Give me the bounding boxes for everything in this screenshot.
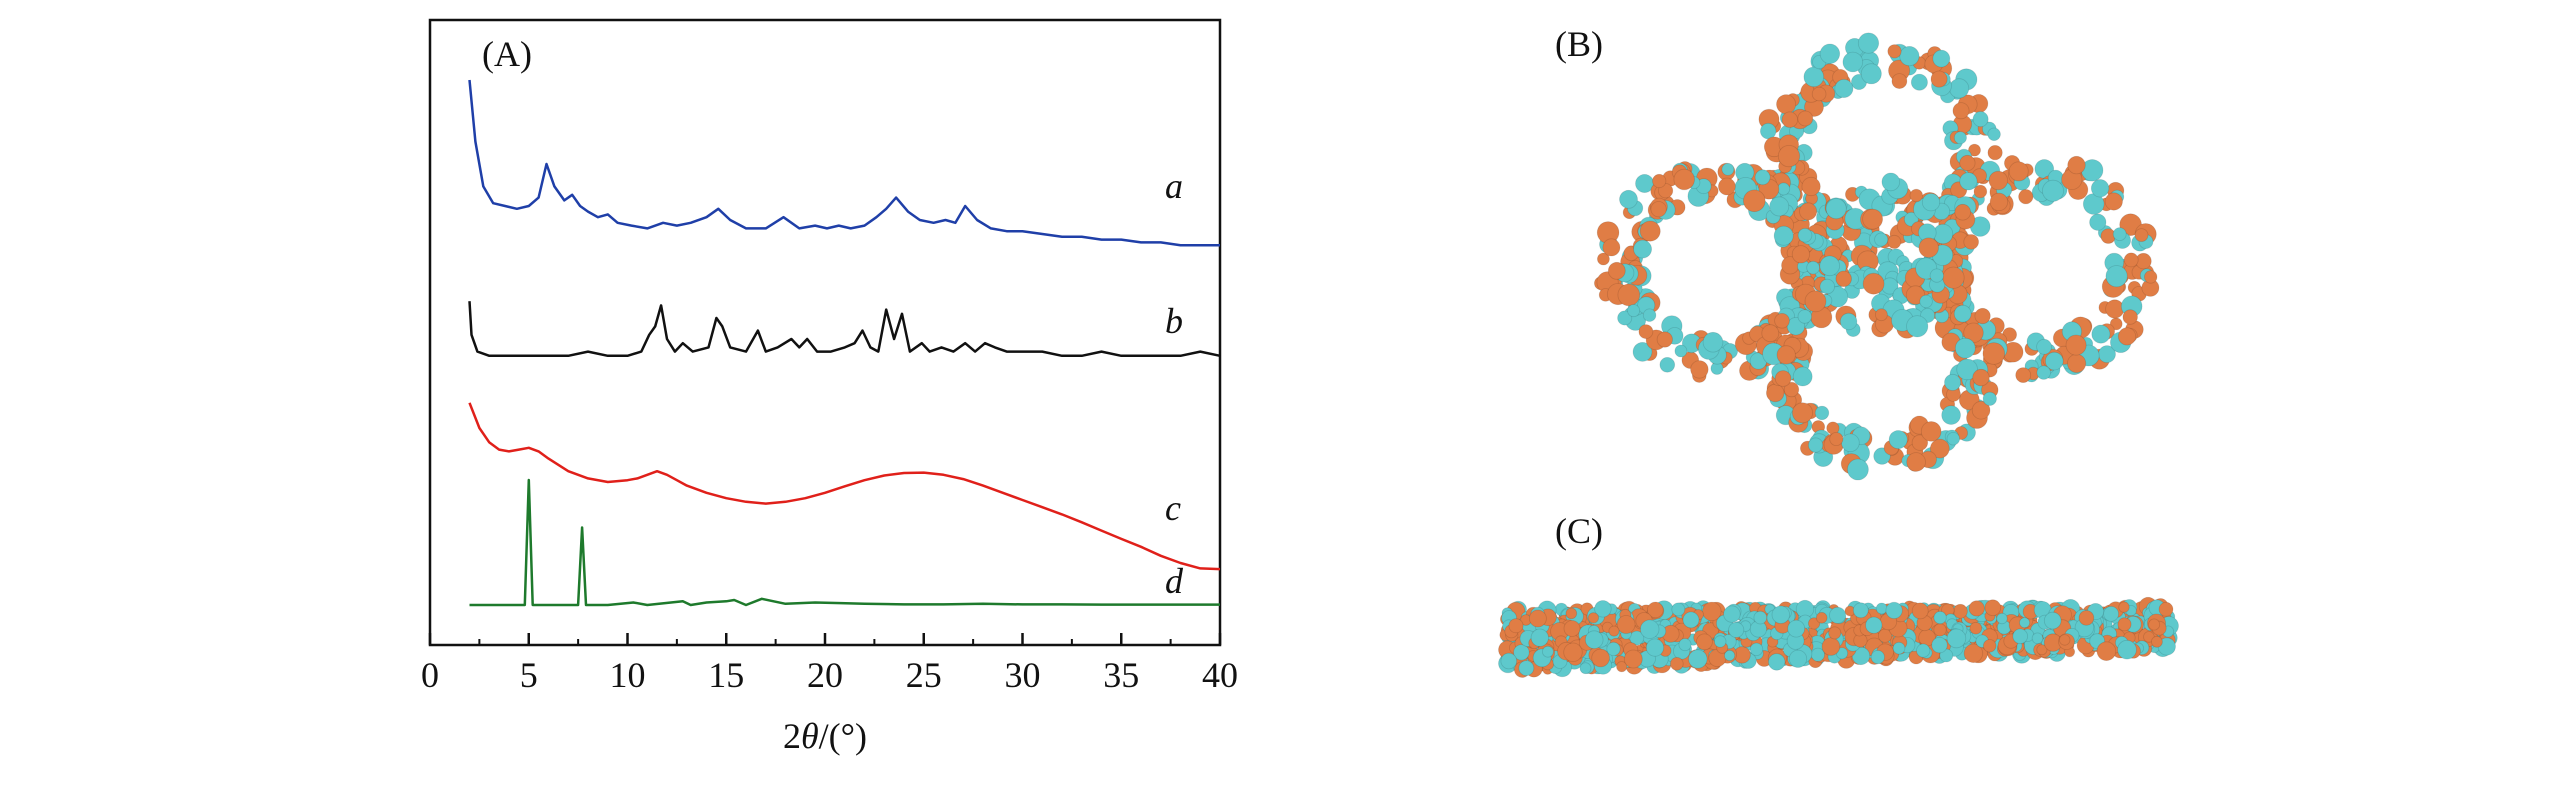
panel-b: (B): [1555, 24, 2160, 481]
series-layer: a b cd: [468, 79, 1221, 607]
x-axis-title-theta: θ: [801, 716, 819, 756]
series-label-c: c: [1165, 488, 1181, 528]
series-label-d: d: [1165, 561, 1184, 601]
x-tick-label: 25: [906, 655, 942, 695]
series-label-b: b: [1165, 301, 1183, 341]
panel-c: (C): [1498, 511, 2179, 678]
x-axis-title-post: /(°): [819, 716, 867, 756]
framework-top-view-image: [1594, 32, 2160, 481]
panel-a-label: (A): [482, 34, 532, 74]
series-line-d: [469, 478, 1220, 607]
x-tick-label: 35: [1103, 655, 1139, 695]
series-line-a: [468, 79, 1220, 247]
x-tick-label: 0: [421, 655, 439, 695]
plot-frame: [428, 18, 1222, 647]
panel-c-label: (C): [1555, 511, 1603, 551]
series-line-b: [468, 301, 1221, 358]
series-label-a: a: [1165, 166, 1183, 206]
panel-a: (A) a b cd 0 5 10 15 20 25 30 35 40 2θ/(°): [421, 18, 1238, 756]
x-axis-title: 2θ/(°): [783, 716, 867, 756]
series-line-c: [468, 402, 1221, 571]
framework-side-view-image: [1498, 596, 2179, 678]
x-axis-title-pre: 2: [783, 716, 801, 756]
x-tick-label: 10: [610, 655, 646, 695]
x-ticks: 0 5 10 15 20 25 30 35 40: [421, 633, 1238, 695]
x-tick-label: 5: [520, 655, 538, 695]
x-tick-label: 15: [708, 655, 744, 695]
x-tick-label: 20: [807, 655, 843, 695]
x-tick-label: 40: [1202, 655, 1238, 695]
panel-b-label: (B): [1555, 24, 1603, 64]
x-tick-label: 30: [1005, 655, 1041, 695]
